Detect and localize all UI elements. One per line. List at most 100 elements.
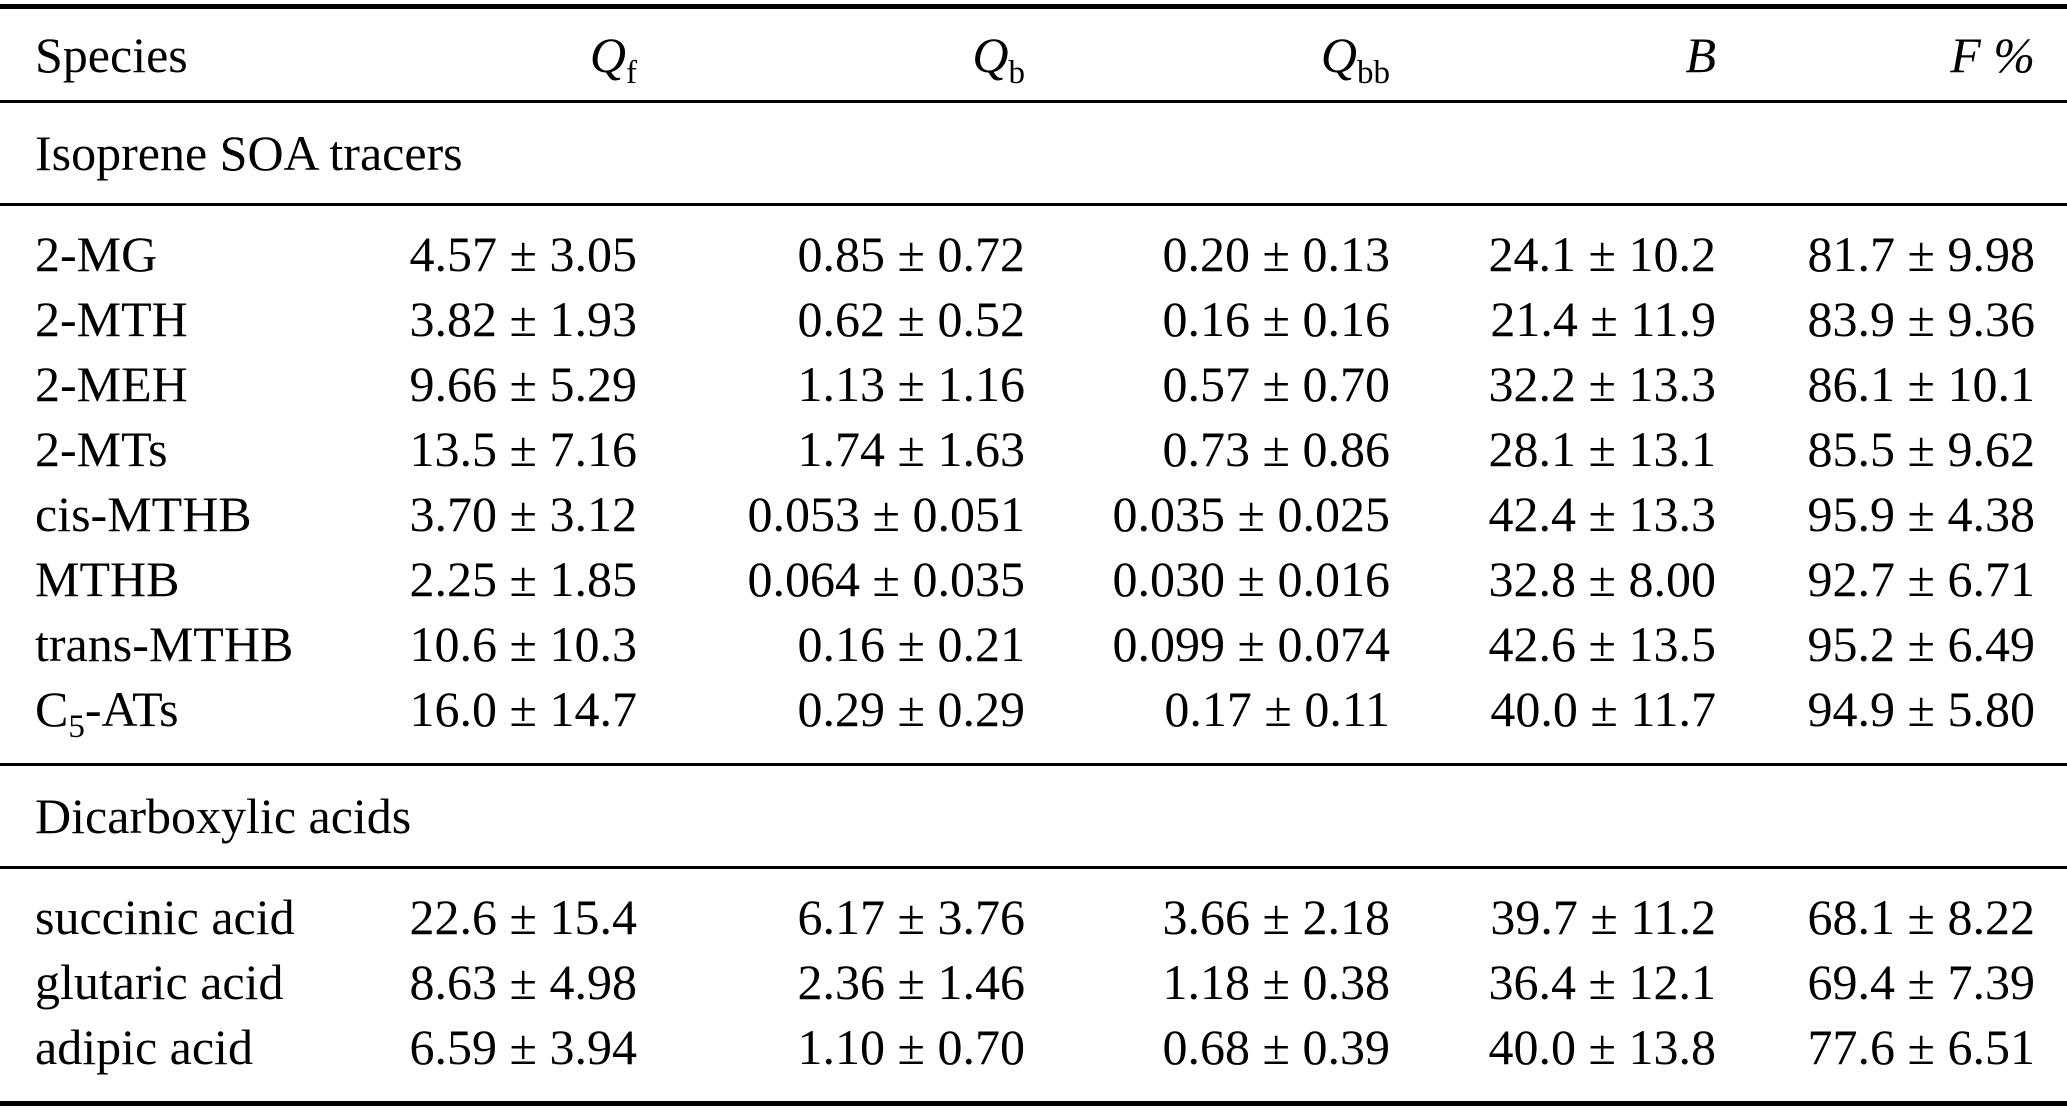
b-value: 28.1 ± 13.1 xyxy=(1488,420,1716,477)
qbb-subscript: bb xyxy=(1357,54,1390,91)
qb-symbol: Q xyxy=(972,26,1009,83)
b-value: 21.4 ± 11.9 xyxy=(1490,290,1716,347)
qbb-value: 0.57 ± 0.70 xyxy=(1162,355,1390,412)
qf-value: 2.25 ± 1.85 xyxy=(409,550,637,607)
species-cell: MTHB xyxy=(35,550,180,607)
species-cell: trans-MTHB xyxy=(35,615,294,672)
qf-value: 6.59 ± 3.94 xyxy=(409,1018,637,1075)
b-value: 32.8 ± 8.00 xyxy=(1488,550,1716,607)
table-row-glutaric-acid: glutaric acid 8.63 ± 4.98 2.36 ± 1.46 1.… xyxy=(0,949,2067,1014)
f-value: 69.4 ± 7.39 xyxy=(1807,953,2035,1010)
f-value: 81.7 ± 9.98 xyxy=(1807,225,2035,282)
qf-value: 16.0 ± 14.7 xyxy=(409,680,637,737)
b-value: 42.4 ± 13.3 xyxy=(1488,485,1716,542)
qb-value: 0.16 ± 0.21 xyxy=(797,615,1025,672)
species-cell: adipic acid xyxy=(35,1018,253,1075)
qbb-value: 0.17 ± 0.11 xyxy=(1164,680,1390,737)
qb-value: 1.10 ± 0.70 xyxy=(797,1018,1025,1075)
qf-value: 22.6 ± 15.4 xyxy=(409,888,637,945)
qb-value: 1.13 ± 1.16 xyxy=(797,355,1025,412)
qb-value: 2.36 ± 1.46 xyxy=(797,953,1025,1010)
qb-value: 0.053 ± 0.051 xyxy=(747,485,1025,542)
f-value: 77.6 ± 6.51 xyxy=(1807,1018,2035,1075)
b-value: 36.4 ± 12.1 xyxy=(1488,953,1716,1010)
qbb-value: 3.66 ± 2.18 xyxy=(1162,888,1390,945)
column-header-qf: Qf xyxy=(350,7,637,102)
f-value: 86.1 ± 10.1 xyxy=(1807,355,2035,412)
qbb-value: 0.099 ± 0.074 xyxy=(1112,615,1390,672)
qf-value: 4.57 ± 3.05 xyxy=(409,225,637,282)
table-row-c5-ats: C5-ATs 16.0 ± 14.7 0.29 ± 0.29 0.17 ± 0.… xyxy=(0,676,2067,765)
species-cell: succinic acid xyxy=(35,888,295,945)
table-row-adipic-acid: adipic acid 6.59 ± 3.94 1.10 ± 0.70 0.68… xyxy=(0,1014,2067,1104)
section-isoprene-soa-tracers: Isoprene SOA tracers 2-MG 4.57 ± 3.05 0.… xyxy=(0,101,2067,765)
f-value: 95.9 ± 4.38 xyxy=(1807,485,2035,542)
qb-value: 0.29 ± 0.29 xyxy=(797,680,1025,737)
table-row-2-meh: 2-MEH 9.66 ± 5.29 1.13 ± 1.16 0.57 ± 0.7… xyxy=(0,351,2067,416)
b-value: 40.0 ± 11.7 xyxy=(1490,680,1716,737)
qf-value: 3.70 ± 3.12 xyxy=(409,485,637,542)
column-header-species: Species xyxy=(35,26,188,83)
b-value: 24.1 ± 10.2 xyxy=(1488,225,1716,282)
qbb-value: 0.16 ± 0.16 xyxy=(1162,290,1390,347)
table-row-succinic-acid: succinic acid 22.6 ± 15.4 6.17 ± 3.76 3.… xyxy=(0,868,2067,950)
qbb-value: 0.035 ± 0.025 xyxy=(1112,485,1390,542)
qb-value: 6.17 ± 3.76 xyxy=(797,888,1025,945)
qbb-symbol: Q xyxy=(1320,26,1357,83)
b-value: 39.7 ± 11.2 xyxy=(1490,888,1716,945)
qbb-value: 1.18 ± 0.38 xyxy=(1162,953,1390,1010)
qbb-value: 0.73 ± 0.86 xyxy=(1162,420,1390,477)
qf-value: 3.82 ± 1.93 xyxy=(409,290,637,347)
column-header-f-percent: F % xyxy=(1716,7,2067,102)
qb-value: 0.62 ± 0.52 xyxy=(797,290,1025,347)
table-row-2-mg: 2-MG 4.57 ± 3.05 0.85 ± 0.72 0.20 ± 0.13… xyxy=(0,205,2067,287)
species-cell: 2-MG xyxy=(35,225,158,282)
b-value: 40.0 ± 13.8 xyxy=(1488,1018,1716,1075)
table-row-trans-mthb: trans-MTHB 10.6 ± 10.3 0.16 ± 0.21 0.099… xyxy=(0,611,2067,676)
species-statistics-table: Species Qf Qb Qbb B F % Isoprene SOA tra… xyxy=(0,4,2067,1106)
qb-value: 0.064 ± 0.035 xyxy=(747,550,1025,607)
f-value: 68.1 ± 8.22 xyxy=(1807,888,2035,945)
table-row-cis-mthb: cis-MTHB 3.70 ± 3.12 0.053 ± 0.051 0.035… xyxy=(0,481,2067,546)
species-cell: cis-MTHB xyxy=(35,485,252,542)
qf-value: 8.63 ± 4.98 xyxy=(409,953,637,1010)
species-cell: glutaric acid xyxy=(35,953,284,1010)
qf-value: 10.6 ± 10.3 xyxy=(409,615,637,672)
qbb-value: 0.030 ± 0.016 xyxy=(1112,550,1390,607)
column-header-qb: Qb xyxy=(637,7,1025,102)
b-value: 42.6 ± 13.5 xyxy=(1488,615,1716,672)
qf-value: 13.5 ± 7.16 xyxy=(409,420,637,477)
qf-symbol: Q xyxy=(589,26,626,83)
f-value: 94.9 ± 5.80 xyxy=(1807,680,2035,737)
table-row-mthb: MTHB 2.25 ± 1.85 0.064 ± 0.035 0.030 ± 0… xyxy=(0,546,2067,611)
column-header-qbb: Qbb xyxy=(1025,7,1390,102)
species-cell: 2-MEH xyxy=(35,355,188,412)
b-value: 32.2 ± 13.3 xyxy=(1488,355,1716,412)
section-title-row: Dicarboxylic acids xyxy=(0,764,2067,868)
species-subscript: 5 xyxy=(68,708,85,745)
qbb-value: 0.20 ± 0.13 xyxy=(1162,225,1390,282)
species-cell: C5-ATs xyxy=(0,676,350,765)
species-cell: 2-MTH xyxy=(35,290,188,347)
section-dicarboxylic-acids: Dicarboxylic acids succinic acid 22.6 ± … xyxy=(0,764,2067,1104)
section-title-dicarboxylic: Dicarboxylic acids xyxy=(35,788,412,844)
qb-subscript: b xyxy=(1008,54,1026,91)
table-row-2-mts: 2-MTs 13.5 ± 7.16 1.74 ± 1.63 0.73 ± 0.8… xyxy=(0,416,2067,481)
table-header-row: Species Qf Qb Qbb B F % xyxy=(0,7,2067,102)
species-base: C xyxy=(35,680,69,737)
f-percent-symbol: F % xyxy=(1950,26,2035,83)
species-cell: 2-MTs xyxy=(35,420,168,477)
f-value: 83.9 ± 9.36 xyxy=(1807,290,2035,347)
column-header-b: B xyxy=(1390,7,1716,102)
f-value: 92.7 ± 6.71 xyxy=(1807,550,2035,607)
f-value: 85.5 ± 9.62 xyxy=(1807,420,2035,477)
qb-value: 1.74 ± 1.63 xyxy=(797,420,1025,477)
qbb-value: 0.68 ± 0.39 xyxy=(1162,1018,1390,1075)
section-title-isoprene: Isoprene SOA tracers xyxy=(35,125,463,181)
qf-subscript: f xyxy=(626,54,637,91)
b-symbol: B xyxy=(1685,26,1716,83)
qb-value: 0.85 ± 0.72 xyxy=(797,225,1025,282)
f-value: 95.2 ± 6.49 xyxy=(1807,615,2035,672)
qf-value: 9.66 ± 5.29 xyxy=(409,355,637,412)
table-row-2-mth: 2-MTH 3.82 ± 1.93 0.62 ± 0.52 0.16 ± 0.1… xyxy=(0,286,2067,351)
